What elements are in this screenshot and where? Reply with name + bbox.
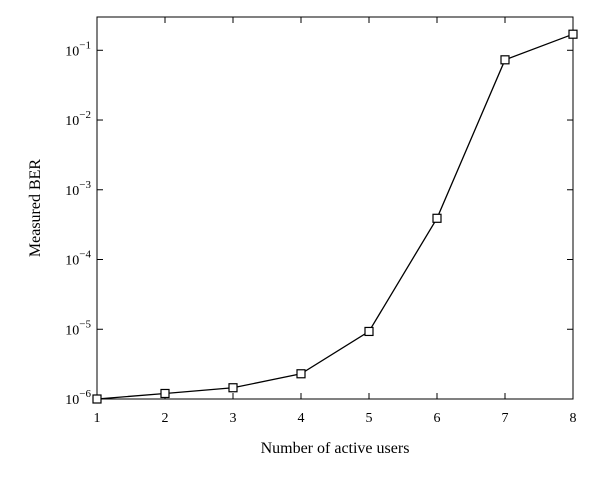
x-tick-label: 2 (162, 411, 169, 426)
y-axis-ticks: 10−6 10−5 10−4 10−3 10−2 10−1 (65, 39, 573, 408)
x-tick-label: 8 (570, 411, 577, 426)
data-point-marker (296, 369, 306, 379)
y-tick-label: 10−1 (65, 39, 91, 59)
data-point-marker (364, 326, 374, 337)
y-tick-label: 10−3 (65, 179, 91, 199)
y-tick-label: 10−4 (65, 249, 91, 269)
x-tick-label: 6 (434, 411, 441, 426)
x-tick-label: 3 (230, 411, 237, 426)
series-layer (92, 29, 578, 404)
data-point-marker (160, 388, 170, 399)
data-point-marker (568, 29, 578, 39)
data-point-marker (432, 213, 442, 223)
data-point-marker (92, 394, 102, 404)
y-tick-label: 10−6 (65, 388, 91, 408)
y-axis-label: Measured BER (27, 159, 44, 258)
x-tick-label: 7 (502, 411, 509, 426)
data-point-marker (500, 55, 510, 65)
x-axis-label: Number of active users (261, 440, 410, 457)
x-tick-label: 5 (366, 411, 373, 426)
x-axis-ticks: 1 2 3 4 5 6 7 8 (94, 17, 577, 426)
x-tick-label: 1 (94, 411, 101, 426)
y-tick-label: 10−2 (65, 109, 91, 129)
data-point-marker (228, 383, 238, 393)
plot-frame (96, 16, 574, 400)
x-tick-label: 4 (298, 411, 305, 426)
series-line (96, 33, 574, 400)
y-tick-label: 10−5 (65, 318, 91, 338)
